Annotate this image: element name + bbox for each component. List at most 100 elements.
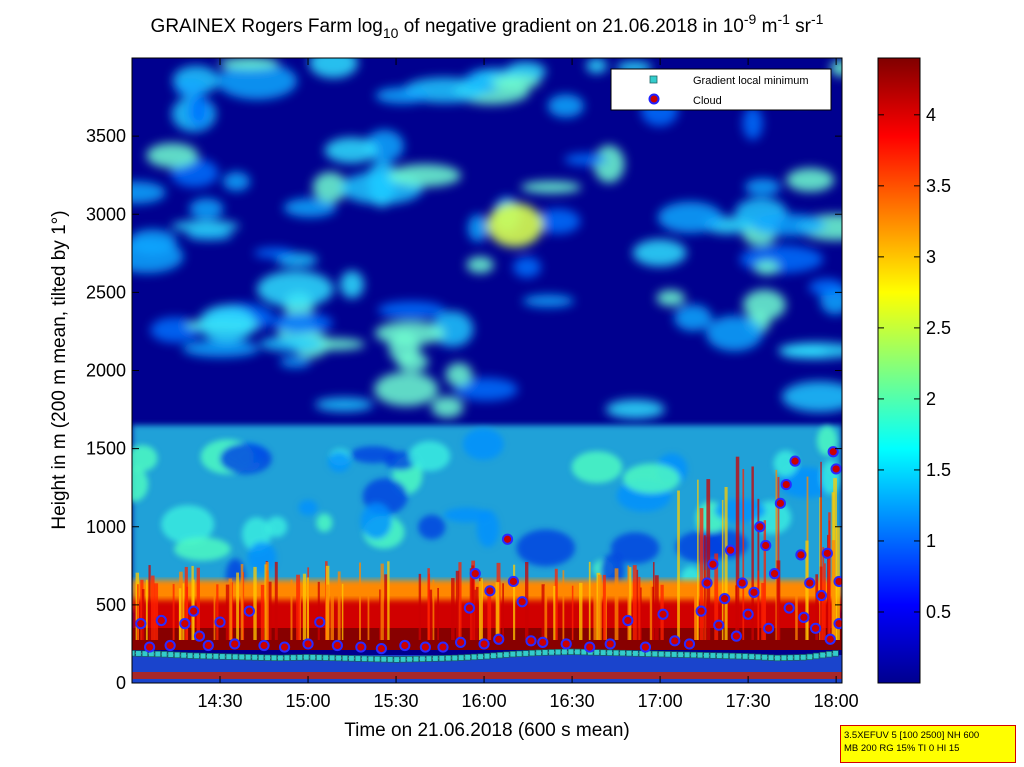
aerosol-blob [744,178,781,196]
gradient-min-marker [671,651,678,658]
gradient-min-marker [574,648,581,656]
cloud-marker [754,521,766,533]
convective-plume [213,583,216,640]
gradient-min-marker [619,649,626,657]
mixed-layer-patch [161,505,215,544]
aerosol-blob [312,171,348,203]
legend-marker-cloud [648,93,660,105]
cloud-marker [821,547,833,559]
aerosol-blob [830,59,842,77]
gradient-min-marker [832,650,839,657]
cloud-marker [774,497,786,509]
gradient-min-marker [451,654,458,662]
gradient-min-marker [174,651,181,659]
cloud-marker [537,636,549,648]
cloud-marker [484,585,496,597]
gradient-min-marker [193,652,200,659]
settings-infobox: 3.5XEFUV 5 [100 2500] NH 600 MB 200 RG 1… [840,725,1016,763]
convective-plume [579,582,583,640]
convective-plume [757,570,760,640]
convective-plume [697,479,699,640]
colorbar: 0.5 1 1.5 2 2.5 3 3.5 4 [877,57,951,684]
convective-plume [805,540,809,640]
gradient-min-marker [800,654,807,661]
gradient-min-marker [206,653,213,660]
convective-plume [458,562,462,640]
cloud-marker [760,539,772,552]
aerosol-blob [522,294,575,308]
gradient-min-marker [703,652,710,659]
colorbar-ticks: 0.5 1 1.5 2 2.5 3 3.5 4 [878,105,951,622]
aerosol-blob [259,336,324,352]
convective-plume [325,584,330,640]
convective-plume [236,572,239,640]
mixed-layer-patch [418,514,446,540]
convective-plume [137,584,139,640]
convective-plume [724,486,728,640]
gradient-min-marker [135,650,142,657]
convective-plume [148,565,151,640]
gradient-min-marker [612,649,620,657]
cloud-marker [375,643,387,655]
gradient-min-marker [787,654,794,661]
cloud-marker [399,639,411,652]
convective-plume [628,567,632,640]
convective-plume [593,583,598,640]
aerosol-blob [132,181,166,204]
convective-plume [437,587,440,640]
convective-plume [541,584,545,640]
cloud-marker [701,577,713,589]
convective-plume [614,568,619,640]
convective-plume [554,568,558,640]
aerosol-blob [132,229,177,255]
convective-plume [815,574,819,640]
aerosol-blob [513,256,542,278]
gradient-min-marker [470,653,478,661]
aerosol-blob [431,310,474,348]
cloud-marker [469,568,481,580]
convective-plume [384,574,388,640]
cloud-marker [742,608,754,620]
cloud-marker [713,619,725,631]
colorbar-tick-label: 4 [926,105,936,125]
gradient-min-marker [580,648,587,656]
y-tick-label: 3500 [86,126,126,146]
mixed-layer-patch [600,553,625,587]
gradient-min-marker [316,654,323,661]
gradient-min-marker [257,654,265,661]
gradient-minimum-series [132,648,839,663]
cloud-marker [501,533,514,545]
convective-plume [302,573,307,640]
cloud-marker [437,641,449,653]
cloud-marker [243,605,255,617]
convective-plume [640,587,642,640]
cloud-series [135,446,842,655]
convective-plume [757,498,760,640]
convective-plume [699,508,704,640]
convective-plume [432,579,435,640]
aerosol-blob [605,399,665,419]
gradient-min-marker [477,653,484,660]
convective-plume [544,585,548,640]
cloud-marker [525,635,537,647]
x-tick-label: 18:00 [814,691,859,711]
convective-plume [418,573,422,640]
convective-plume [636,569,639,640]
gradient-min-marker [322,654,329,661]
aerosol-blob [467,214,489,242]
x-tick-label: 15:00 [286,691,331,711]
gradient-min-marker [567,648,575,655]
aerosol-blob [454,377,518,401]
mixed-layer-patch [316,513,333,532]
cloud-marker [795,549,807,561]
gradient-min-marker [399,656,407,663]
convective-plume [478,581,481,640]
convective-plume [513,564,516,640]
cloud-marker [560,638,572,650]
gradient-min-marker [432,655,439,662]
convective-plume [571,585,574,640]
cloud-marker [824,633,836,645]
aerosol-blob [445,362,473,387]
gradient-min-marker [716,652,723,659]
